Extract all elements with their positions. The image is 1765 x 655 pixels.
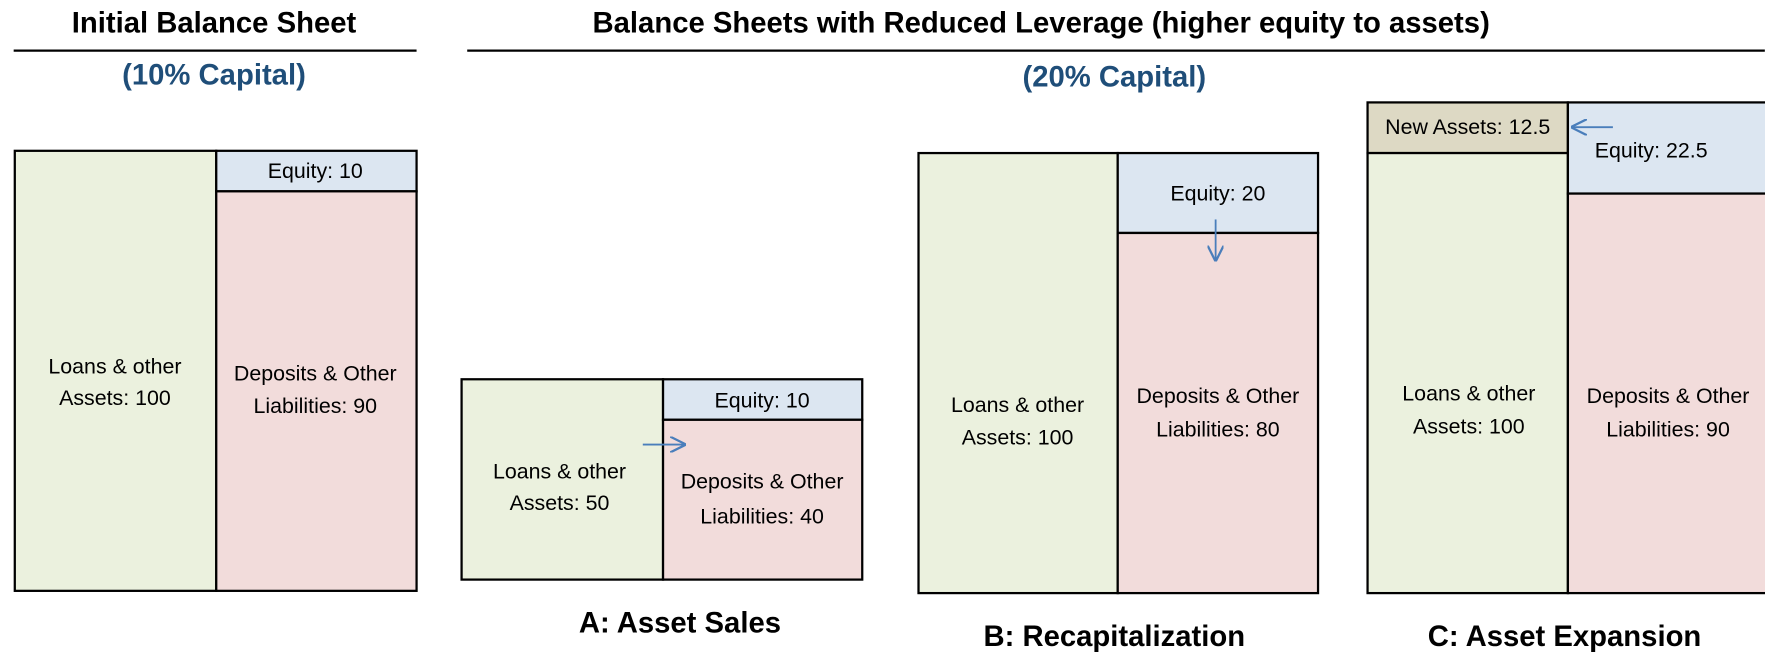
equity-box [661,378,864,421]
equity-box [215,149,418,193]
right-subtitle: (20% Capital) [1023,62,1207,94]
assets-label: Assets: 100 [59,386,171,410]
equity-label: Equity: 10 [268,159,363,183]
liabilities-label: Liabilities: 40 [700,504,824,528]
equity-label: Equity: 20 [1170,181,1265,205]
equity-box [1566,101,1765,195]
liabilities-label: Deposits & Other [234,361,397,385]
liabilities-label: Liabilities: 90 [1606,418,1730,442]
liabilities-box [215,190,418,592]
liabilities-box [1566,192,1765,595]
right-title: Balance Sheets with Reduced Leverage (hi… [593,7,1490,39]
liabilities-box [1116,231,1320,595]
equity-label: Equity: 10 [715,388,810,412]
new-assets-label: New Assets: 12.5 [1385,115,1550,139]
liabilities-label: Deposits & Other [1136,384,1299,408]
assets-label: Assets: 100 [1413,414,1525,438]
sheet-initial: Loans & other Assets: 100 Equity: 10 Dep… [13,149,418,592]
assets-box [917,151,1119,595]
assets-label: Assets: 50 [510,491,610,515]
left-subtitle: (10% Capital) [122,59,306,91]
caption: B: Recapitalization [984,621,1246,653]
assets-label: Loans & other [48,355,181,379]
sheet-a: Loans & other Assets: 50 Equity: 10 Depo… [460,378,864,639]
assets-label: Loans & other [951,393,1084,417]
equity-label: Equity: 22.5 [1595,139,1708,163]
left-title: Initial Balance Sheet [72,7,357,39]
new-assets-box [1366,101,1570,155]
sheet-b: Loans & other Assets: 100 Equity: 20 Dep… [917,151,1320,653]
caption: A: Asset Sales [579,607,781,639]
caption: C: Asset Expansion [1428,621,1702,653]
assets-box [1366,151,1570,595]
sheet-c: New Assets: 12.5 Equity: 22.5 Loans & ot… [1366,101,1765,653]
liabilities-label: Liabilities: 80 [1156,418,1280,442]
assets-label: Loans & other [1402,382,1535,406]
assets-label: Loans & other [493,459,626,483]
liabilities-box [661,418,864,581]
liabilities-label: Liabilities: 90 [253,394,377,418]
liabilities-label: Deposits & Other [681,469,844,493]
liabilities-label: Deposits & Other [1587,384,1750,408]
assets-box [460,378,665,581]
assets-box [13,149,218,592]
assets-label: Assets: 100 [962,426,1074,450]
